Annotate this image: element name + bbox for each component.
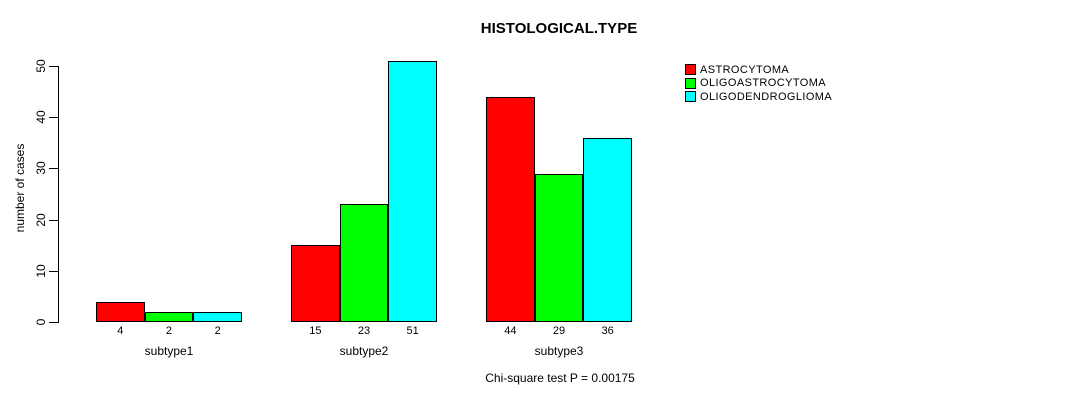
bar-value-label: 4 (117, 325, 124, 337)
y-tick (49, 66, 58, 67)
legend-item: OLIGOASTROCYTOMA (685, 77, 832, 91)
bar-value-label: 44 (504, 325, 517, 337)
bar-subtype3-astrocytoma (486, 96, 535, 322)
category-label-subtype3: subtype3 (534, 344, 584, 358)
y-axis-line (58, 66, 59, 323)
y-tick (49, 117, 58, 119)
legend-swatch (685, 77, 696, 89)
bar-subtype3-oligoastrocytoma (534, 173, 584, 322)
y-tick-label: 40 (34, 110, 48, 124)
y-tick-label: 50 (34, 59, 48, 73)
bar-subtype2-astrocytoma (291, 245, 340, 322)
bar-value-label: 15 (309, 325, 322, 337)
caption: Chi-square test P = 0.00175 (485, 371, 635, 385)
legend-swatch (685, 64, 696, 76)
bar-subtype1-oligodendroglioma (193, 311, 242, 322)
bar-subtype2-oligodendroglioma (388, 60, 437, 322)
y-tick-label: 0 (34, 318, 48, 326)
legend: ASTROCYTOMA OLIGOASTROCYTOMA OLIGODENDROGL… (685, 63, 832, 104)
bar-value-label: 36 (601, 325, 614, 337)
bar-value-label: 23 (357, 325, 371, 337)
legend-swatch (685, 91, 696, 103)
y-tick-label: 10 (34, 264, 48, 278)
bar-value-label: 29 (552, 325, 566, 337)
y-tick-label: 20 (34, 212, 48, 227)
y-tick-label: 30 (34, 161, 48, 176)
bar-value-label: 2 (165, 325, 173, 337)
legend-item: OLIGODENDROGLIOMA (685, 90, 832, 104)
bar-subtype3-oligodendroglioma (583, 137, 632, 322)
chart-title: HISTOLOGICAL.TYPE (480, 20, 638, 37)
bar-value-label: 2 (214, 325, 221, 337)
legend-item: ASTROCYTOMA (685, 63, 832, 77)
y-tick (49, 168, 58, 170)
category-label-subtype1: subtype1 (144, 344, 194, 358)
y-tick (49, 270, 58, 272)
bar-value-label: 51 (406, 325, 419, 337)
y-axis-label: number of cases (13, 143, 27, 233)
y-tick (49, 219, 58, 221)
category-label-subtype2: subtype2 (339, 344, 389, 358)
legend-label: ASTROCYTOMA (700, 63, 790, 76)
bar-subtype2-oligoastrocytoma (339, 204, 389, 322)
bar-subtype1-oligoastrocytoma (144, 311, 194, 322)
legend-label: OLIGOASTROCYTOMA (700, 77, 826, 90)
bar-subtype1-astrocytoma (96, 301, 145, 322)
y-tick (49, 322, 58, 323)
legend-label: OLIGODENDROGLIOMA (700, 90, 833, 103)
